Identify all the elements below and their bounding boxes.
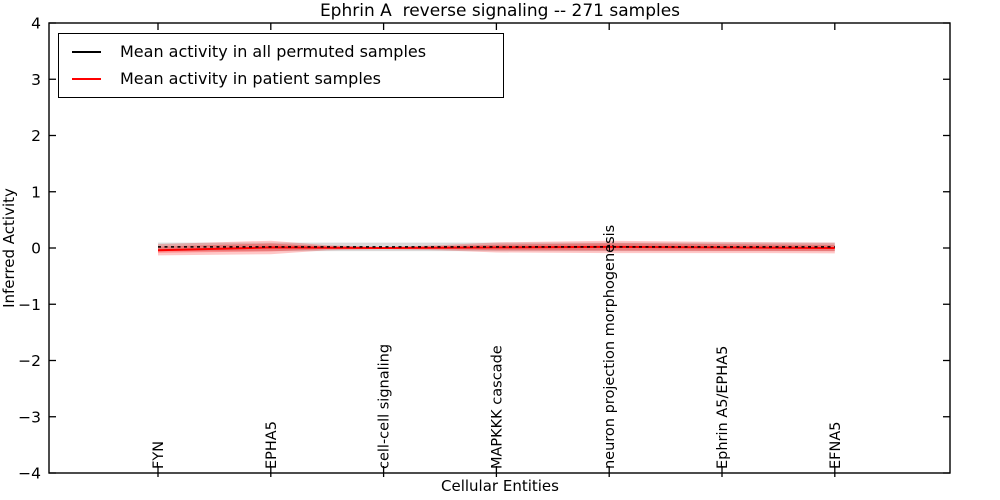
- x-tick-label: cell-cell signaling: [377, 344, 393, 469]
- x-tick-label: MAPKKK cascade: [489, 345, 505, 469]
- y-tick-label: 0: [31, 240, 41, 258]
- y-tick-label: 2: [31, 127, 41, 145]
- y-tick-label: 4: [31, 15, 41, 33]
- legend-item-permuted: Mean activity in all permuted samples: [72, 44, 503, 60]
- x-tick-label: neuron projection morphogenesis: [602, 225, 618, 469]
- legend-label: Mean activity in all permuted samples: [120, 42, 427, 62]
- chart-title: Ephrin A reverse signaling -- 271 sample…: [319, 1, 681, 21]
- x-tick-label: EFNA5: [828, 422, 844, 470]
- y-tick-label: −2: [18, 352, 41, 370]
- y-tick-label: 1: [31, 183, 41, 201]
- y-tick-label: −3: [18, 408, 41, 426]
- x-tick-label: FYN: [151, 441, 167, 469]
- x-tick-label: EPHA5: [264, 421, 280, 469]
- legend-line-patient-samples: [72, 77, 101, 80]
- legend-item-patient: Mean activity in patient samples: [72, 68, 503, 88]
- legend-label: Mean activity in patient samples: [120, 68, 381, 88]
- x-axis-label: Cellular Entities: [441, 477, 559, 495]
- legend: Mean activity in all permuted samples Me…: [58, 33, 504, 98]
- y-tick-label: −4: [18, 465, 41, 483]
- x-tick-label: Ephrin A5/EPHA5: [715, 346, 731, 469]
- y-tick-label: −1: [18, 296, 41, 314]
- y-tick-label: 3: [31, 71, 41, 89]
- legend-line-permuted-samples: [72, 51, 101, 54]
